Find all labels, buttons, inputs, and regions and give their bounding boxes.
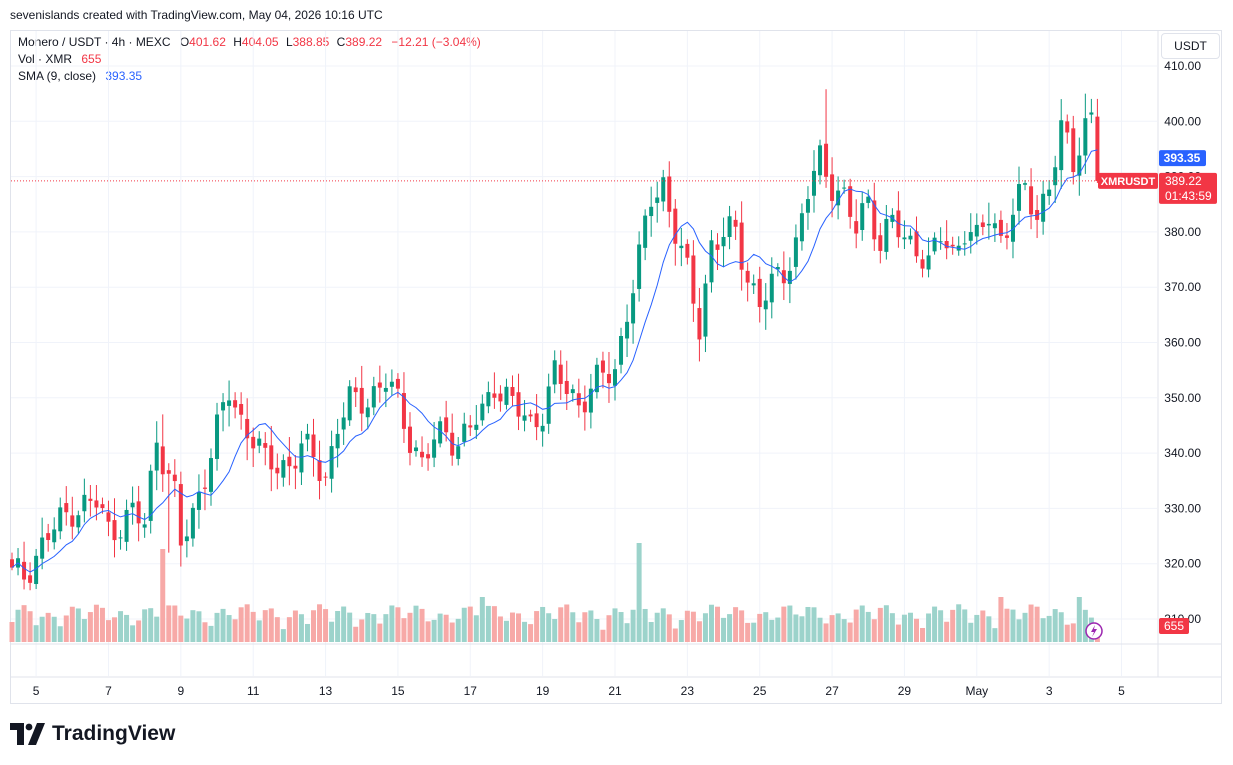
volume-value: 655: [81, 52, 102, 66]
low-label: L: [285, 35, 293, 49]
close-value: 389.22: [345, 35, 383, 49]
symbol-label[interactable]: Monero / USDT · 4h · MEXC: [18, 35, 171, 49]
tradingview-logo[interactable]: TradingView: [10, 722, 175, 746]
open-value: 401.62: [189, 35, 226, 49]
open-label: O: [179, 35, 190, 49]
high-label: H: [233, 35, 242, 49]
volume-label: Vol · XMR: [18, 52, 73, 66]
sma-value: 393.35: [105, 69, 143, 83]
close-label: C: [336, 35, 346, 49]
chart-caption: sevenislands created with TradingView.co…: [10, 8, 383, 22]
sma-label: SMA (9, close): [18, 69, 97, 83]
brand-name: TradingView: [52, 722, 176, 745]
tradingview-logo-icon: [10, 723, 45, 745]
low-value: 388.85: [292, 35, 330, 49]
sma-legend[interactable]: SMA (9, close) 393.35: [18, 69, 142, 83]
ohlc-legend: Monero / USDT · 4h · MEXC O401.62 H404.0…: [18, 35, 481, 49]
volume-legend[interactable]: Vol · XMR 655: [18, 52, 101, 66]
change-value: −12.21 (−3.04%): [391, 35, 481, 49]
currency-button[interactable]: USDT: [1161, 33, 1220, 59]
chart-frame: [10, 30, 1222, 704]
high-value: 404.05: [241, 35, 279, 49]
